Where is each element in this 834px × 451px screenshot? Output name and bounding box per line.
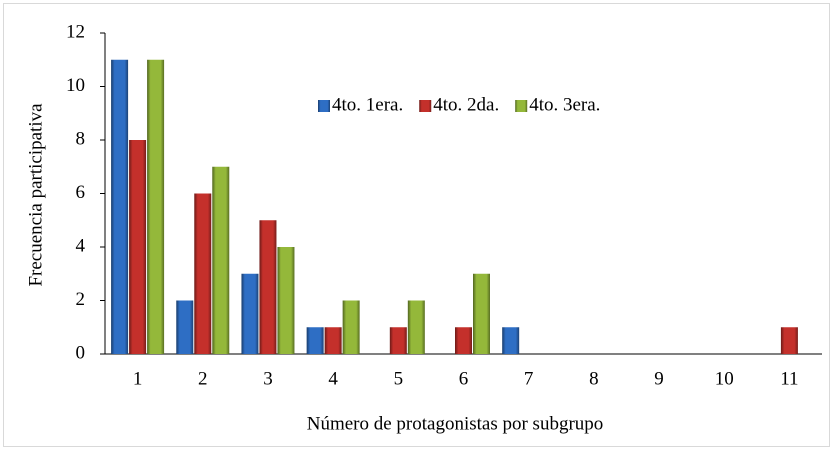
bar — [241, 273, 259, 354]
bar — [342, 300, 360, 354]
x-tick-label: 4 — [328, 368, 338, 389]
bar — [259, 220, 277, 354]
legend-swatch — [419, 100, 432, 112]
y-tick-label: 6 — [76, 182, 86, 203]
y-tick-label: 4 — [76, 235, 86, 256]
bar — [389, 327, 407, 354]
legend-swatch — [515, 100, 528, 112]
y-tick-label: 10 — [66, 75, 85, 96]
x-tick-label: 10 — [715, 368, 734, 389]
y-tick-label: 12 — [66, 21, 85, 42]
y-tick-label: 0 — [76, 342, 86, 363]
bar — [176, 300, 194, 354]
bar — [129, 140, 147, 354]
bar — [194, 193, 212, 354]
x-tick-label: 7 — [524, 368, 534, 389]
legend-label: 4to. 3era. — [529, 94, 600, 115]
bar — [407, 300, 425, 354]
x-tick-label: 2 — [198, 368, 208, 389]
legend-label: 4to. 2da. — [433, 94, 499, 115]
bar — [502, 327, 520, 354]
x-tick-label: 3 — [263, 368, 273, 389]
x-tick-label: 11 — [780, 368, 798, 389]
bar — [212, 166, 230, 354]
legend-swatch — [318, 100, 330, 112]
bar — [473, 273, 490, 354]
x-tick-label: 8 — [589, 368, 599, 389]
y-tick-label: 8 — [76, 128, 86, 149]
bar — [324, 327, 342, 354]
x-tick-label: 9 — [654, 368, 664, 389]
x-tick-label: 1 — [133, 368, 143, 389]
x-tick-label: 5 — [394, 368, 404, 389]
bar — [277, 247, 295, 354]
bar — [306, 327, 324, 354]
bar — [111, 59, 129, 354]
y-tick-label: 2 — [76, 289, 86, 310]
x-tick-label: 6 — [459, 368, 469, 389]
y-axis-title: Frecuencia participativa — [25, 103, 46, 287]
x-axis-title: Número de protagonistas por subgrupo — [307, 413, 604, 434]
bar — [455, 327, 472, 354]
legend-label: 4to. 1era. — [332, 94, 403, 115]
bar — [780, 327, 798, 354]
bar — [147, 59, 165, 354]
